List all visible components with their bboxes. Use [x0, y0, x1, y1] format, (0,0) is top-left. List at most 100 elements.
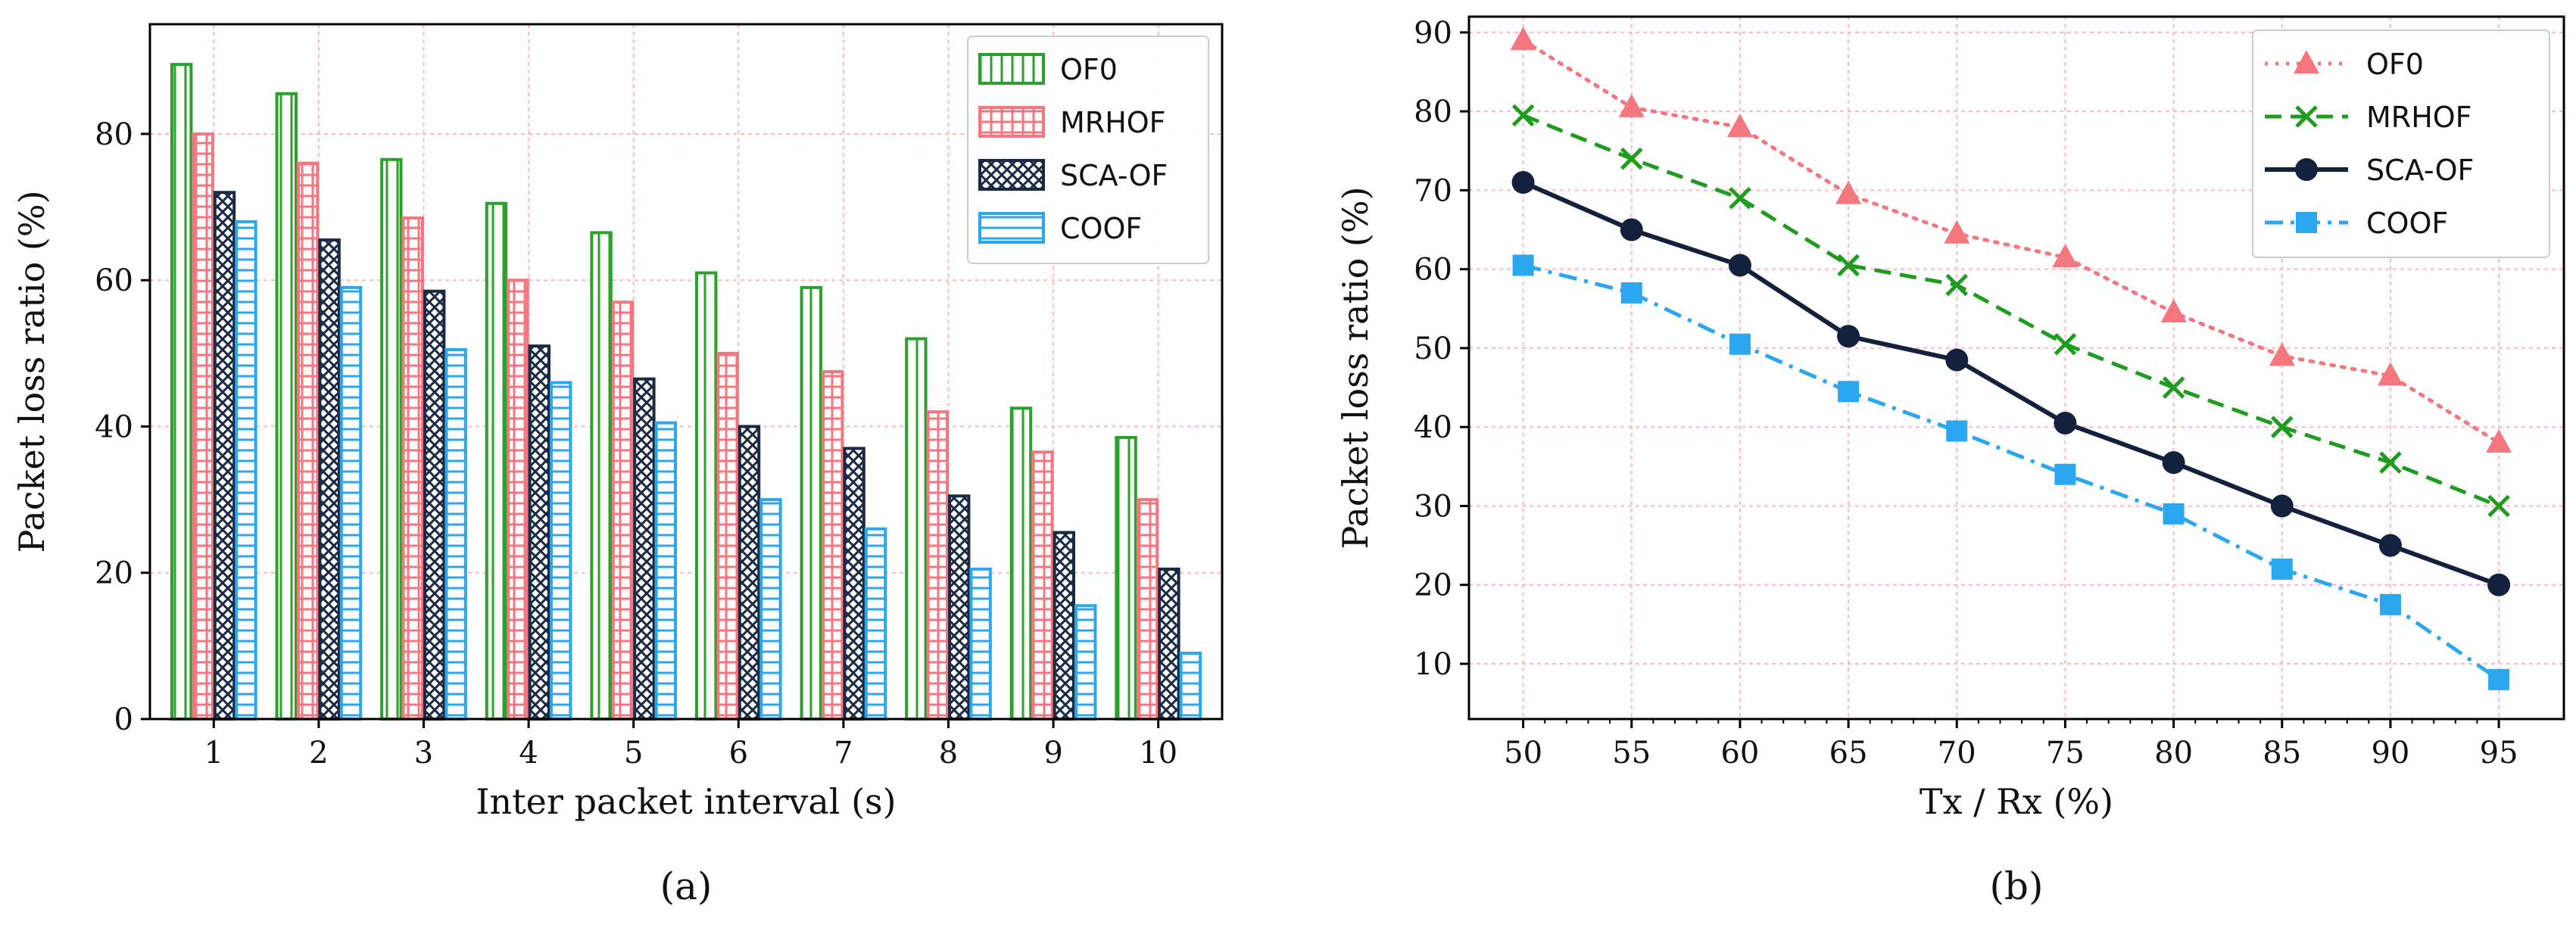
bar-coof-8: [969, 567, 992, 721]
legend-swatch-mrhof: [978, 106, 1045, 138]
point-of0-95: [2486, 429, 2512, 453]
panel-b-axes: 10 20 30 40 50 60 70 80 90 50 55 60 65 70 75 80 85 90 95: [1414, 15, 2565, 771]
point-mrhof-85: [2270, 416, 2294, 438]
legend-swatch-sca-of: [978, 159, 1045, 191]
panel-b-x-tick-label: 80: [2154, 736, 2193, 771]
panel-a-x-tick-label: 2: [309, 736, 328, 771]
panel-a-y-tick-label: 80: [95, 117, 133, 152]
bar-mrhof-8: [926, 410, 950, 721]
bar-of0-7: [800, 285, 822, 721]
point-sca-of-95: [2487, 573, 2511, 596]
point-coof-75: [2054, 463, 2076, 485]
panel-b-x-tick-label: 55: [1612, 736, 1651, 771]
point-sca-of-85: [2270, 494, 2294, 518]
bar-coof-10: [1179, 652, 1202, 721]
point-coof-70: [1946, 420, 1968, 442]
bar-mrhof-5: [611, 300, 635, 721]
point-sca-of-65: [1837, 325, 1860, 348]
legend-label-of0: OF0: [1060, 53, 1118, 86]
bar-coof-2: [339, 285, 363, 721]
point-sca-of-70: [1945, 348, 1969, 372]
panel-a-x-tick-label: 10: [1139, 736, 1177, 771]
point-coof-95: [2488, 668, 2510, 690]
point-sca-of-90: [2378, 534, 2402, 557]
line-of0: [1521, 38, 2501, 445]
panel-a-bars: [170, 63, 1202, 721]
point-of0-80: [2160, 299, 2187, 323]
bar-mrhof-4: [507, 279, 529, 721]
bar-mrhof-2: [296, 161, 320, 721]
legend-label-mrhof: MRHOF: [1060, 106, 1166, 139]
bar-of0-4: [485, 201, 508, 721]
bar-mrhof-3: [401, 216, 424, 721]
panel-a-legend: OF0 MRHOF SCA-OF COOF: [967, 36, 1209, 264]
panel-b-y-tick-label: 70: [1414, 173, 1452, 208]
legend-marker-coof: [2296, 212, 2317, 233]
point-coof-85: [2271, 558, 2293, 580]
point-mrhof-95: [2487, 494, 2510, 518]
panel-b-caption: (b): [1989, 864, 2043, 908]
point-coof-65: [1838, 381, 1860, 403]
legend-swatch-coof: [978, 212, 1045, 244]
panel-b-x-axis-label: Tx / Rx (%): [1920, 781, 2113, 822]
bar-coof-6: [759, 498, 782, 721]
point-mrhof-55: [1620, 147, 1643, 170]
bar-mrhof-10: [1136, 498, 1159, 721]
point-mrhof-90: [2379, 451, 2402, 474]
bar-of0-5: [590, 231, 613, 721]
panel-a-x-axis-label: Inter packet interval (s): [476, 781, 896, 822]
panel-a-x-tick-label: 4: [519, 736, 538, 771]
point-of0-65: [1835, 180, 1862, 204]
point-sca-of-55: [1620, 218, 1643, 241]
bar-of0-6: [694, 271, 718, 721]
bar-sca-of-4: [528, 344, 551, 721]
bar-of0-1: [170, 63, 193, 721]
legend-label-coof: COOF: [1060, 212, 1142, 245]
bar-coof-3: [444, 348, 467, 721]
point-of0-70: [1944, 219, 1970, 244]
bar-of0-9: [1009, 406, 1033, 721]
bar-mrhof-7: [821, 370, 844, 721]
panel-b-y-axis-label: Packet loss ratio (%): [1335, 186, 1376, 549]
bar-of0-8: [905, 337, 928, 721]
point-sca-of-75: [2054, 411, 2077, 434]
panel-b-x-tick-label: 90: [2371, 736, 2409, 771]
bar-sca-of-2: [318, 238, 341, 721]
bar-coof-4: [550, 381, 572, 721]
bar-sca-of-8: [948, 494, 971, 721]
panel-a-x-tick-label: 8: [939, 736, 958, 771]
bar-sca-of-3: [423, 289, 446, 721]
point-coof-50: [1512, 254, 1534, 276]
panel-a-x-tick-label: 5: [624, 736, 643, 771]
panel-a-x-tick-label: 3: [414, 736, 433, 771]
point-coof-60: [1729, 333, 1751, 355]
legend-swatch-of0: [978, 53, 1045, 85]
bar-sca-of-5: [633, 377, 656, 721]
point-of0-55: [1618, 93, 1645, 117]
panel-b-x-tick-label: 75: [2046, 736, 2085, 771]
panel-b-y-tick-label: 30: [1414, 489, 1452, 524]
point-mrhof-65: [1837, 254, 1860, 277]
bar-of0-2: [275, 92, 298, 721]
line-sca-of: [1522, 180, 2500, 587]
panel-a-x-tick-label: 7: [834, 736, 853, 771]
panel-b-x-tick-label: 95: [2480, 736, 2518, 771]
panel-b-x-tick-label: 50: [1504, 736, 1542, 771]
panel-b-y-tick-label: 90: [1414, 16, 1452, 51]
panel-a-legend-box: [967, 36, 1209, 264]
panel-a-x-tick-label: 9: [1043, 736, 1062, 771]
panel-a-y-tick-label: 0: [114, 702, 133, 737]
point-coof-55: [1620, 282, 1642, 304]
bar-sca-of-10: [1158, 567, 1180, 721]
bar-sca-of-6: [738, 425, 761, 721]
panel-b-y-tick-label: 80: [1414, 95, 1452, 129]
bar-coof-5: [654, 421, 678, 721]
panel-b-y-tick-label: 60: [1414, 253, 1452, 288]
point-mrhof-50: [1511, 104, 1535, 127]
legend-marker-of0: [2294, 50, 2319, 73]
legend-label-sca-of: SCA-OF: [1060, 159, 1168, 192]
panel-b-plot-frame: [1467, 15, 2565, 721]
legend-marker-mrhof: [2295, 105, 2318, 128]
